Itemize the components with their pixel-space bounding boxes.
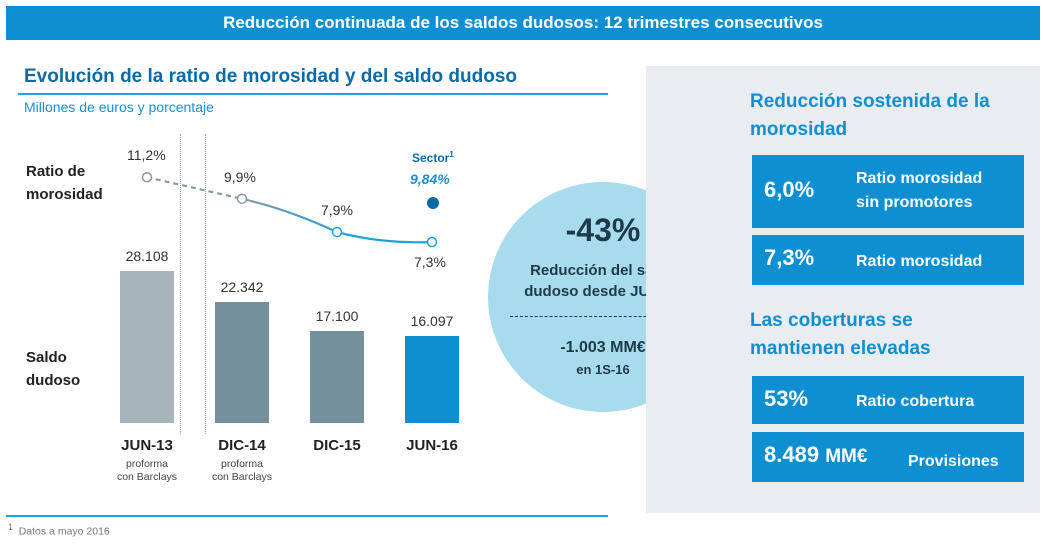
bar-value-label: 22.342 xyxy=(220,279,264,296)
category-label: DIC-15 xyxy=(313,437,361,454)
chart-title: Evolución de la ratio de morosidad y del… xyxy=(24,66,518,87)
kpi-label-line2: sin promotores xyxy=(856,194,973,211)
category-note: con Barclays xyxy=(116,471,178,483)
kpi-label-line1: Ratio morosidad xyxy=(856,170,983,187)
separator-left xyxy=(180,134,181,434)
kpi-label: Ratio morosidad sin promotores xyxy=(856,167,982,215)
circle-big-value: -43% xyxy=(565,212,641,248)
row-label-saldo-line1: Saldo xyxy=(26,349,67,366)
kpi-value: 8.489 MM€ xyxy=(764,442,867,468)
circle-period: en 1S-16 xyxy=(576,362,630,377)
circle-amount: -1.003 MM€ xyxy=(560,339,646,356)
ratio-value-label: 7,9% xyxy=(321,202,353,219)
sector-label: Sector1 xyxy=(412,150,454,165)
panel-heading1-line2: morosidad xyxy=(750,119,848,140)
ratio-line-dashed-segment xyxy=(146,176,243,200)
kpi-provisiones-unit: MM€ xyxy=(825,446,868,467)
kpi-value: 6,0% xyxy=(764,177,815,202)
kpi-label: Ratio cobertura xyxy=(856,393,975,410)
panel-heading-coberturas: Las coberturas se mantienen elevadas xyxy=(750,307,931,363)
row-label-saldo-line2: dudoso xyxy=(26,372,81,389)
kpi-value: 53% xyxy=(764,386,809,411)
kpi-ratio-cobertura: 53% Ratio cobertura xyxy=(752,376,1024,424)
category-note: proforma xyxy=(220,458,263,470)
bar-value-label: 17.100 xyxy=(315,307,359,324)
bar-value-label: 16.097 xyxy=(410,312,454,329)
ratio-value-label: 11,2% xyxy=(127,147,166,164)
kpi-label: Provisiones xyxy=(908,453,999,470)
category-label: DIC-14 xyxy=(218,437,266,454)
circle-text-line2: dudoso desde JUN-13 xyxy=(524,283,682,300)
panel-heading1-line1: Reducción sostenida de la xyxy=(750,91,990,112)
circle-divider xyxy=(510,316,696,317)
circle-text-line1: Reducción del saldo xyxy=(530,262,676,279)
footnote-mark: 1 xyxy=(8,522,13,532)
kpi-ratio-morosidad: 7,3% Ratio morosidad xyxy=(752,235,1024,285)
ratio-point xyxy=(141,172,153,183)
title-rule xyxy=(18,93,608,95)
banner-title: Reducción continuada de los saldos dudos… xyxy=(6,6,1040,40)
ratio-point xyxy=(236,193,248,205)
ratio-point xyxy=(331,226,343,238)
kpi-value: 7,3% xyxy=(764,245,815,270)
bar-jun-13 xyxy=(120,271,174,423)
bar-dic-15 xyxy=(310,330,364,423)
bar-value-label: 28.108 xyxy=(125,248,169,264)
panel-heading2-line2: mantienen elevadas xyxy=(750,338,931,359)
footnote: 1 Datos a mayo 2016 xyxy=(8,522,110,538)
sector-footnote-mark: 1 xyxy=(449,150,454,159)
footnote-text: Datos a mayo 2016 xyxy=(18,525,110,538)
footer-rule xyxy=(6,515,608,517)
sector-label-text: Sector xyxy=(412,151,450,165)
sector-value: 9,84% xyxy=(410,171,450,187)
category-label: JUN-16 xyxy=(406,437,458,454)
panel-heading2-line1: Las coberturas se xyxy=(750,310,913,331)
row-label-ratio-line1: Ratio de xyxy=(26,163,86,180)
ratio-value-label: 9,9% xyxy=(224,168,256,185)
kpi-provisiones: 8.489 MM€ Provisiones xyxy=(752,432,1024,482)
category-note: con Barclays xyxy=(211,471,273,483)
row-label-ratio: Ratio de morosidad xyxy=(26,160,103,206)
category-label: JUN-13 xyxy=(121,437,173,454)
ratio-value-label: 7,3% xyxy=(414,254,446,270)
panel-heading-morosidad: Reducción sostenida de la morosidad xyxy=(750,88,990,144)
row-label-ratio-line2: morosidad xyxy=(26,186,103,203)
ratio-point xyxy=(426,236,438,248)
bar-jun-16 xyxy=(405,335,459,423)
kpi-label: Ratio morosidad xyxy=(856,253,983,270)
chart-subtitle: Millones de euros y porcentaje xyxy=(24,99,214,115)
circle-text: Reducción del saldo dudoso desde JUN-13 xyxy=(488,260,718,302)
kpi-provisiones-amount: 8.489 xyxy=(764,442,820,467)
bar-dic-14 xyxy=(215,302,269,423)
separator-right xyxy=(205,134,206,434)
category-note: proforma xyxy=(125,458,168,470)
kpi-ratio-sin-promotores: 6,0% Ratio morosidad sin promotores xyxy=(752,155,1024,228)
sector-point xyxy=(427,197,439,209)
row-label-saldo: Saldo dudoso xyxy=(26,346,80,392)
